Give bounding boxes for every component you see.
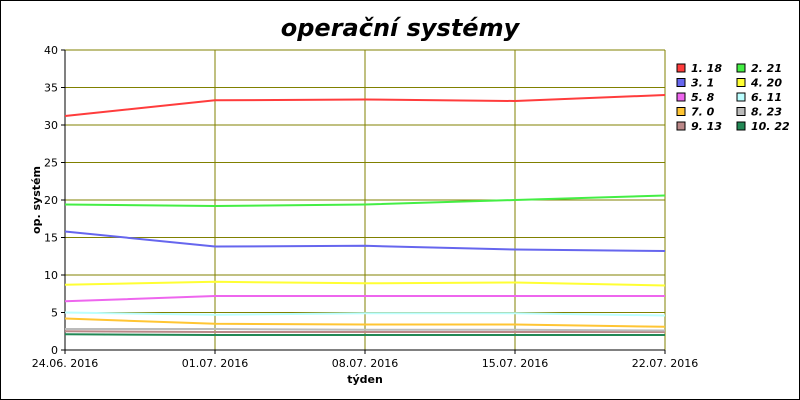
legend-swatch: [676, 107, 686, 116]
legend-swatch: [736, 92, 746, 102]
legend-swatch: [736, 121, 746, 131]
series-line-8: [65, 328, 666, 332]
legend-label: 10. 22: [751, 120, 790, 133]
series-line-5: [64, 295, 665, 303]
y-tick-label: 5: [51, 307, 58, 320]
legend-swatch: [676, 121, 686, 131]
x-tick-label: 24.06. 2016: [32, 357, 98, 370]
legend-swatch: [676, 92, 686, 102]
series-line-7: [64, 317, 666, 328]
legend-label: 3. 1: [691, 77, 714, 90]
legend-swatch: [676, 63, 686, 73]
y-tick-label: 35: [44, 82, 58, 95]
series-line-10: [64, 333, 665, 336]
series-line-4: [64, 280, 666, 287]
legend-swatch: [736, 63, 746, 73]
chart-title: operační systémy: [280, 14, 520, 42]
y-tick-label: 40: [44, 44, 58, 57]
legend-label: 5. 8: [691, 91, 715, 104]
y-tick-label: 30: [44, 119, 58, 132]
y-tick-label: 20: [44, 194, 58, 207]
legend-label: 2. 21: [751, 62, 782, 75]
legend-label: 4. 20: [750, 77, 782, 90]
series-line-9: [64, 330, 665, 333]
series-line-6: [64, 311, 666, 317]
series-line-2: [64, 194, 666, 207]
x-tick-label: 15.07. 2016: [482, 357, 548, 370]
series-line-3: [64, 230, 666, 252]
y-tick-label: 10: [44, 269, 58, 282]
legend-swatch: [736, 107, 746, 116]
legend-label: 8. 23: [751, 106, 782, 119]
legend-swatch: [736, 78, 746, 87]
series-line-1: [64, 94, 666, 117]
y-tick-label: 25: [44, 157, 58, 170]
x-tick-label: 08.07. 2016: [332, 357, 398, 370]
y-tick-label: 15: [44, 232, 58, 245]
legend-label: 9. 13: [691, 120, 722, 133]
legend-label: 6. 11: [751, 91, 782, 104]
legend-swatch: [676, 78, 686, 87]
x-tick-label: 01.07. 2016: [182, 357, 248, 370]
legend-label: 1. 18: [691, 62, 722, 75]
legend-label: 7. 0: [691, 106, 715, 119]
y-tick-label: 0: [51, 344, 58, 357]
x-tick-label: 22.07. 2016: [632, 357, 698, 370]
y-axis-title: op. systém: [30, 166, 43, 234]
x-axis-title: týden: [347, 373, 383, 386]
